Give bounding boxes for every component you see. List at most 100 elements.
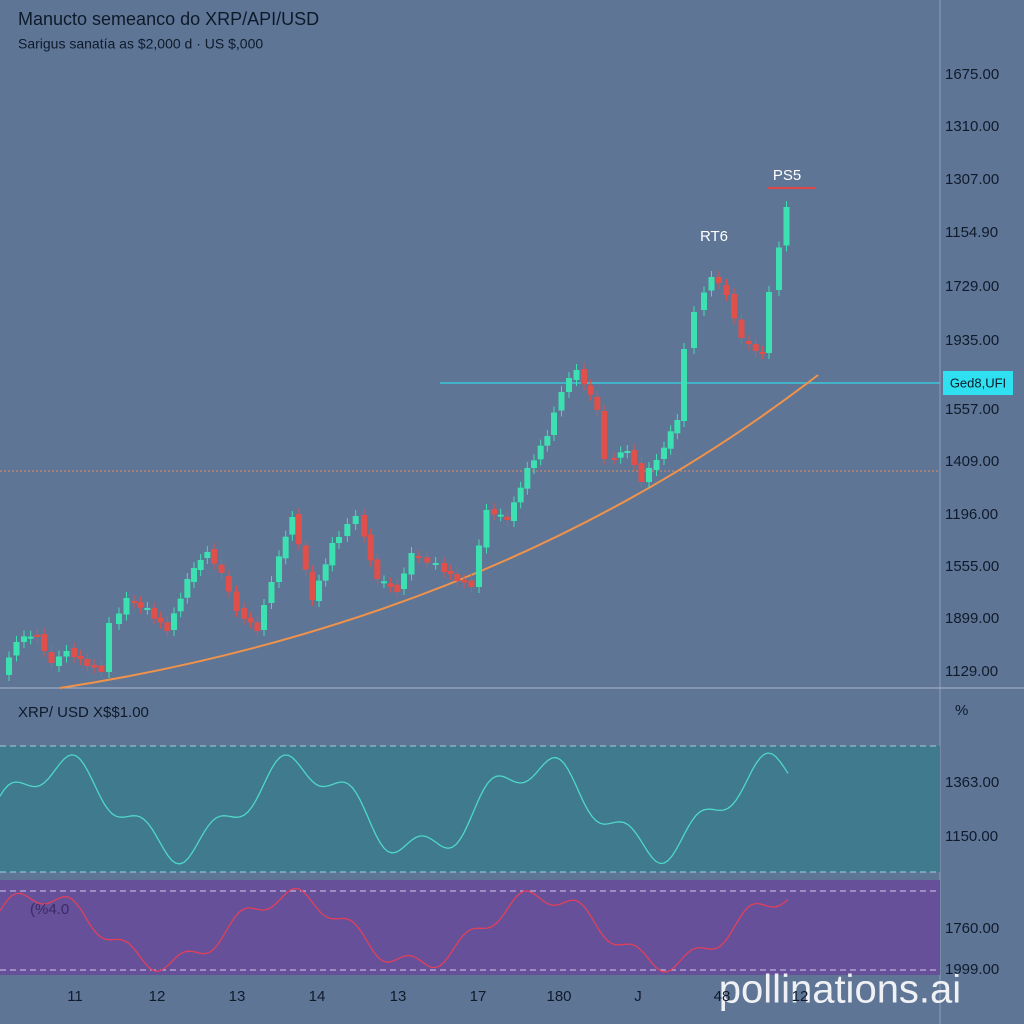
price-tag: Ged8,UFI — [950, 375, 1006, 390]
candle-body — [491, 509, 497, 515]
candle-body — [531, 460, 537, 468]
candle-body — [544, 436, 551, 446]
candle-body — [387, 583, 394, 587]
candle-body — [476, 545, 482, 587]
candle-body — [91, 665, 97, 668]
candle-body — [447, 571, 454, 574]
candle-body — [261, 605, 267, 630]
candle-body — [746, 341, 752, 344]
price-label: 1196.00 — [945, 506, 998, 523]
candle-body — [137, 602, 144, 608]
candle-body — [461, 580, 467, 583]
candle-body — [63, 651, 70, 657]
price-label: 1409.00 — [945, 453, 999, 470]
price-label: 1154.90 — [945, 224, 998, 241]
candle-body — [374, 559, 381, 579]
candle-body — [681, 349, 687, 421]
candle-body — [617, 452, 624, 458]
candle-body — [226, 576, 232, 592]
candle-body — [716, 277, 722, 283]
candle-body — [566, 378, 572, 392]
candle-body — [587, 385, 594, 395]
candle-body — [401, 573, 407, 589]
time-label: 14 — [309, 988, 326, 1005]
candle-body — [171, 613, 177, 630]
candle-body — [6, 657, 12, 675]
time-label: 13 — [390, 988, 407, 1005]
price-label: 1935.00 — [945, 332, 999, 349]
candle-body — [631, 450, 637, 465]
time-label: 48 — [714, 988, 731, 1005]
candle-body — [329, 543, 336, 566]
candle-body — [776, 247, 782, 290]
candle-body — [336, 537, 342, 543]
candle-body — [667, 431, 674, 449]
candle-body — [116, 613, 122, 624]
panel-unit: % — [955, 702, 968, 719]
candle-body — [497, 514, 504, 517]
candles — [6, 201, 790, 681]
time-label: 11 — [67, 988, 83, 1005]
candle-body — [123, 598, 130, 615]
oscillator-label: 1363.00 — [945, 774, 999, 791]
candle-body — [211, 549, 217, 564]
candle-body — [537, 445, 544, 460]
candle-body — [322, 564, 329, 581]
candle-body — [759, 352, 766, 354]
price-label: 1899.00 — [945, 610, 999, 627]
candle-body — [752, 344, 759, 351]
candle-body — [381, 581, 387, 584]
trend-curve — [59, 374, 819, 689]
candle-body — [511, 502, 517, 521]
watermark: pollinations.ai — [719, 968, 961, 1012]
candle-body — [177, 598, 184, 612]
annotation: PS5 — [773, 167, 801, 184]
price-label: 1729.00 — [945, 278, 999, 295]
candle-body — [131, 601, 137, 603]
candle-body — [468, 580, 475, 587]
candle-body — [268, 582, 275, 603]
candle-body — [783, 207, 790, 246]
candle-body — [218, 564, 225, 573]
candle-body — [432, 563, 439, 565]
panel-label: XRP/ USD X$$1.00 — [18, 704, 149, 721]
candle-body — [276, 556, 282, 582]
price-label: 1310.00 — [945, 118, 999, 135]
oscillator-line — [0, 887, 789, 973]
subtitle: Sarigus sanatía as $2,000 d · US $,000 — [18, 36, 263, 52]
candle-body — [504, 516, 511, 520]
candle-body — [483, 510, 490, 548]
price-label: 1555.00 — [945, 558, 999, 575]
candle-body — [594, 396, 601, 410]
time-label: 12 — [149, 988, 166, 1005]
candle-body — [13, 642, 20, 656]
oscillator-panel — [0, 746, 940, 872]
candle-body — [144, 608, 151, 610]
candle-body — [106, 623, 112, 672]
time-label: 13 — [229, 988, 246, 1005]
candle-body — [416, 556, 422, 558]
candle-body — [309, 571, 316, 600]
candle-body — [98, 665, 105, 672]
time-label: J — [634, 988, 642, 1005]
candle-body — [723, 285, 730, 295]
candle-body — [361, 515, 367, 537]
candle-body — [157, 617, 164, 623]
candle-body — [41, 634, 47, 651]
oscillator-label: 1760.00 — [945, 920, 999, 937]
price-label: 1675.00 — [945, 66, 999, 83]
candle-body — [738, 319, 745, 338]
candle-body — [84, 659, 91, 666]
candle-body — [21, 636, 27, 642]
candle-body — [367, 534, 374, 561]
oscillator-line — [0, 752, 789, 865]
candle-body — [27, 636, 34, 639]
candle-body — [517, 487, 524, 503]
candle-body — [71, 648, 77, 657]
candle-body — [241, 608, 247, 619]
candle-body — [394, 584, 401, 592]
candle-body — [352, 516, 359, 524]
candle-body — [184, 579, 191, 598]
